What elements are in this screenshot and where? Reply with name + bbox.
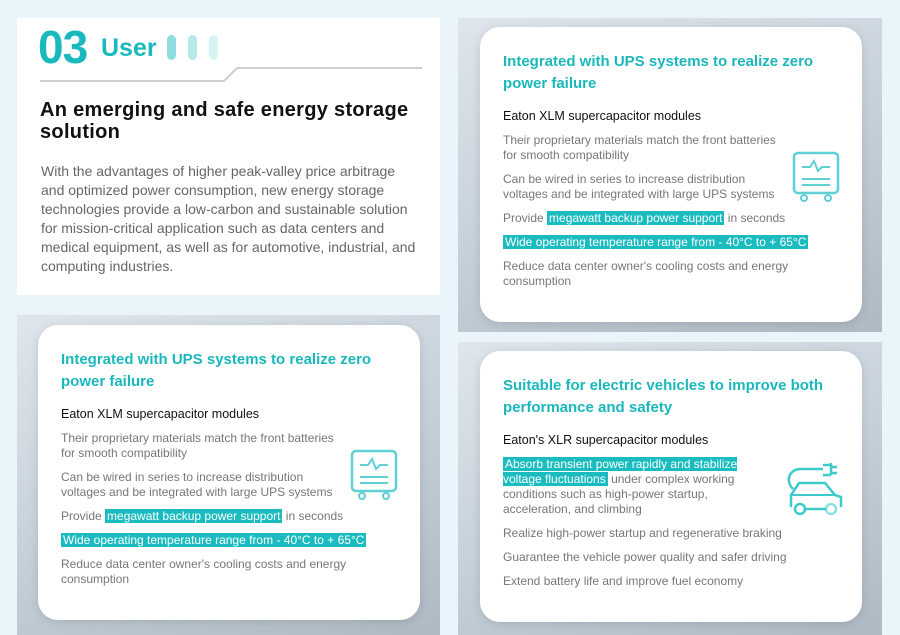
feature-item: Wide operating temperature range from - … xyxy=(61,533,391,548)
electric-car-icon xyxy=(787,463,843,516)
text: under complex working conditions such as… xyxy=(503,472,735,516)
highlight: megawatt backup power support xyxy=(547,211,725,225)
feature-item: Can be wired in series to increase distr… xyxy=(61,470,333,499)
card-subtitle: Eaton XLM supercapacitor modules xyxy=(61,407,260,421)
feature-item: Reduce data center owner's cooling costs… xyxy=(503,259,789,288)
feature-item: Their proprietary materials match the fr… xyxy=(61,431,334,460)
ups-cabinet-icon xyxy=(350,449,398,500)
feature-item: Can be wired in series to increase distr… xyxy=(503,172,775,201)
feature-item: Their proprietary materials match the fr… xyxy=(503,133,776,162)
section-number: 03 xyxy=(38,21,88,73)
text: Provide xyxy=(61,509,106,523)
section-title: User xyxy=(101,34,157,62)
decor-bar xyxy=(188,35,197,60)
card-title: Suitable for electric vehicles to improv… xyxy=(503,377,824,416)
text: in seconds xyxy=(724,211,786,225)
feature-item: Reduce data center owner's cooling costs… xyxy=(61,557,347,586)
decor-bar xyxy=(209,35,218,60)
highlight: megawatt backup power support xyxy=(105,509,283,523)
highlight: Wide operating temperature range from - … xyxy=(61,533,367,547)
card-subtitle: Eaton's XLR supercapacitor modules xyxy=(503,433,709,447)
decor-bar xyxy=(167,35,176,60)
card-title: Integrated with UPS systems to realize z… xyxy=(61,351,372,390)
card-subtitle: Eaton XLM supercapacitor modules xyxy=(503,109,702,123)
ups-card: Integrated with UPS systems to realize z… xyxy=(480,27,862,322)
feature-item: Guarantee the vehicle power quality and … xyxy=(503,550,787,564)
feature-item: Provide megawatt backup power support in… xyxy=(61,509,351,524)
feature-item: Provide megawatt backup power support in… xyxy=(503,211,793,226)
intro-title: An emerging and safe energy storage solu… xyxy=(40,99,409,143)
ev-card: Suitable for electric vehicles to improv… xyxy=(480,351,862,622)
text: Provide xyxy=(503,211,548,225)
feature-item: Realize high-power startup and regenerat… xyxy=(503,526,782,540)
feature-item: Absorb transient power rapidly and stabi… xyxy=(503,457,753,517)
intro-body: With the advantages of higher peak-valle… xyxy=(41,163,416,274)
divider-line xyxy=(40,67,422,82)
feature-item: Wide operating temperature range from - … xyxy=(503,235,833,250)
intro-panel xyxy=(17,18,440,295)
ups-cabinet-icon xyxy=(792,151,840,202)
card-title: Integrated with UPS systems to realize z… xyxy=(503,53,814,92)
ups-card: Integrated with UPS systems to realize z… xyxy=(38,325,420,620)
feature-item: Extend battery life and improve fuel eco… xyxy=(503,574,744,588)
highlight: Wide operating temperature range from - … xyxy=(503,235,809,249)
text: in seconds xyxy=(282,509,344,523)
